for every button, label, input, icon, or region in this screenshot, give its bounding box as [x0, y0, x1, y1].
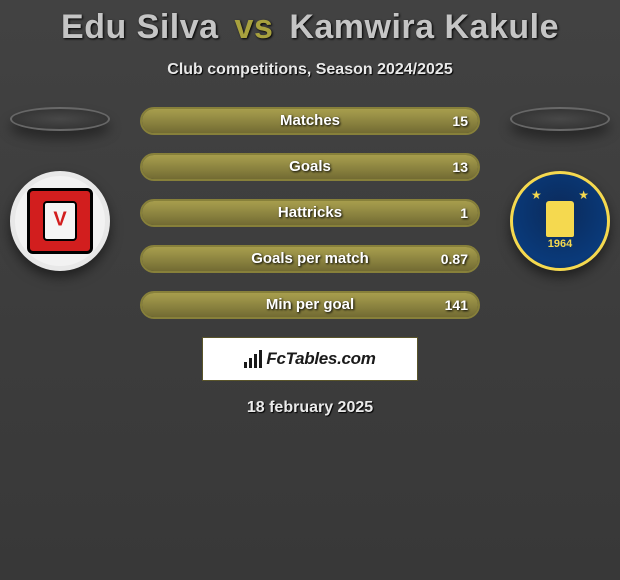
bar-icon-segment — [254, 354, 257, 368]
bar-icon-segment — [244, 362, 247, 368]
crest-right-tower — [546, 201, 574, 237]
left-player-badge: V — [10, 107, 110, 271]
brand-badge: FcTables.com — [202, 337, 418, 381]
stats-area: V ★ ★ 1964 Matches15 Goals13 Hattricks1 Goa… — [0, 107, 620, 319]
star-icon: ★ — [531, 188, 542, 202]
right-player-badge: ★ ★ 1964 — [510, 107, 610, 271]
stat-bar: Matches15 — [140, 107, 480, 135]
brand-text: FcTables.com — [266, 349, 375, 369]
crest-left-shield: V — [27, 188, 93, 254]
stat-label: Matches — [142, 109, 478, 133]
page-title: Edu Silva vs Kamwira Kakule — [0, 0, 620, 47]
right-club-crest: ★ ★ 1964 — [510, 171, 610, 271]
bar-icon-segment — [249, 358, 252, 368]
left-ellipse — [10, 107, 110, 131]
star-icon: ★ — [578, 188, 589, 202]
stat-label: Min per goal — [142, 293, 478, 317]
stat-bar: Goals per match0.87 — [140, 245, 480, 273]
crest-right-year: 1964 — [548, 238, 572, 250]
stat-bars: Matches15 Goals13 Hattricks1 Goals per matc… — [140, 107, 480, 319]
bars-icon — [244, 350, 262, 368]
stat-value-right: 15 — [452, 109, 468, 133]
right-ellipse — [510, 107, 610, 131]
stat-label: Hattricks — [142, 201, 478, 225]
vs-separator: vs — [235, 8, 274, 46]
stat-value-right: 0.87 — [441, 247, 468, 271]
bar-icon-segment — [259, 350, 262, 368]
crest-left-letter: V — [53, 208, 66, 231]
stat-value-right: 141 — [445, 293, 468, 317]
stat-bar: Hattricks1 — [140, 199, 480, 227]
left-club-crest: V — [10, 171, 110, 271]
stat-bar: Min per goal141 — [140, 291, 480, 319]
stat-value-right: 1 — [460, 201, 468, 225]
report-date: 18 february 2025 — [0, 399, 620, 417]
stat-value-right: 13 — [452, 155, 468, 179]
stat-label: Goals — [142, 155, 478, 179]
stat-bar: Goals13 — [140, 153, 480, 181]
stat-label: Goals per match — [142, 247, 478, 271]
player1-name: Edu Silva — [61, 8, 219, 46]
subtitle: Club competitions, Season 2024/2025 — [0, 61, 620, 79]
comparison-card: Edu Silva vs Kamwira Kakule Club competi… — [0, 0, 620, 580]
player2-name: Kamwira Kakule — [289, 8, 559, 46]
